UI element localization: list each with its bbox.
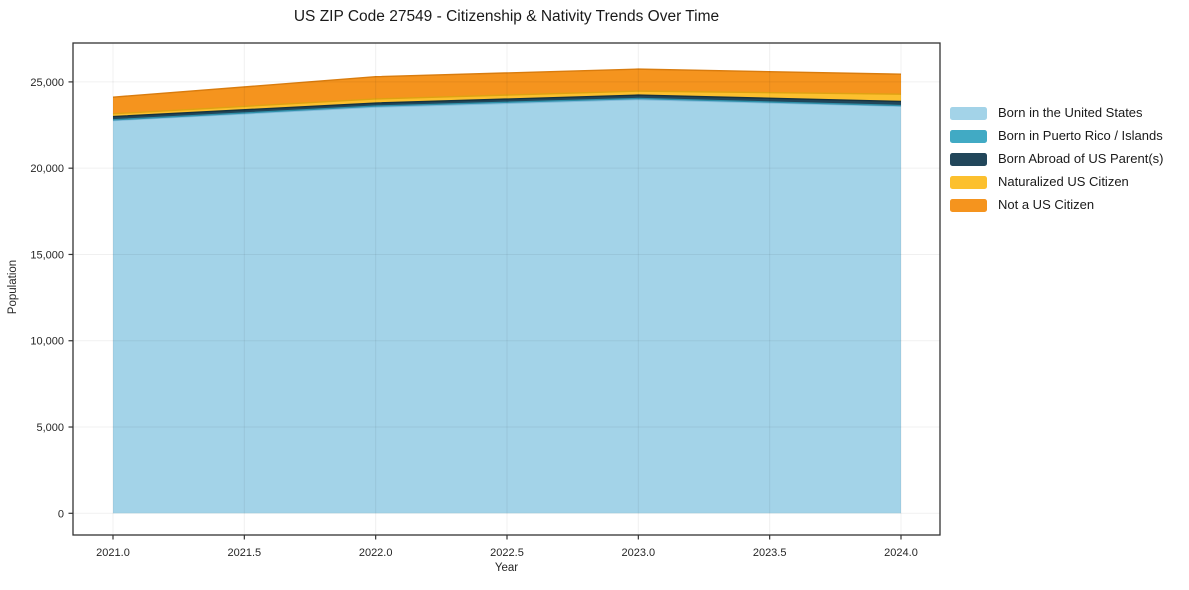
y-axis-label: Population — [7, 259, 19, 315]
legend-item: Born in the United States — [950, 106, 1163, 120]
x-tick-label: 2022.5 — [490, 547, 524, 559]
area-born-abroad-of-us-parent-s- — [113, 95, 901, 120]
x-axis-label: Year — [494, 562, 519, 574]
legend-item: Naturalized US Citizen — [950, 175, 1163, 189]
area-born-in-the-united-states — [113, 99, 901, 514]
y-tick-label: 5,000 — [36, 422, 64, 434]
y-tick-label: 10,000 — [30, 336, 64, 348]
legend-swatch-icon — [950, 175, 987, 189]
legend-item: Born Abroad of US Parent(s) — [950, 152, 1163, 166]
legend-label: Naturalized US Citizen — [998, 174, 1129, 189]
area-edge-line — [112, 97, 902, 121]
area-edge-line — [112, 94, 902, 118]
x-tick-label: 2022.0 — [359, 547, 393, 559]
legend-item: Born in Puerto Rico / Islands — [950, 129, 1163, 143]
legend: Born in the United States Born in Puerto … — [950, 106, 1163, 212]
legend-label: Born in the United States — [998, 105, 1143, 120]
y-tick-label: 0 — [58, 508, 64, 520]
legend-label: Born in Puerto Rico / Islands — [998, 128, 1163, 143]
area-edge-line — [112, 68, 902, 98]
y-tick-label: 20,000 — [30, 163, 64, 175]
x-tick-label: 2024.0 — [884, 547, 918, 559]
legend-swatch-icon — [950, 106, 987, 120]
x-tick-label: 2023.5 — [753, 547, 787, 559]
legend-item: Not a US Citizen — [950, 198, 1163, 212]
y-tick-label: 25,000 — [30, 77, 64, 89]
legend-label: Born Abroad of US Parent(s) — [998, 151, 1164, 166]
legend-swatch-icon — [950, 152, 987, 166]
area-edge-line — [112, 98, 902, 122]
x-tick-label: 2023.0 — [622, 547, 656, 559]
legend-swatch-icon — [950, 129, 987, 143]
y-tick-label: 15,000 — [30, 249, 64, 261]
legend-label: Not a US Citizen — [998, 197, 1095, 212]
x-tick-label: 2021.0 — [96, 547, 130, 559]
legend-swatch-icon — [950, 198, 987, 212]
chart-title: US ZIP Code 27549 - Citizenship & Nativi… — [293, 8, 720, 25]
x-tick-label: 2021.5 — [228, 547, 262, 559]
area-edge-line — [112, 90, 902, 115]
